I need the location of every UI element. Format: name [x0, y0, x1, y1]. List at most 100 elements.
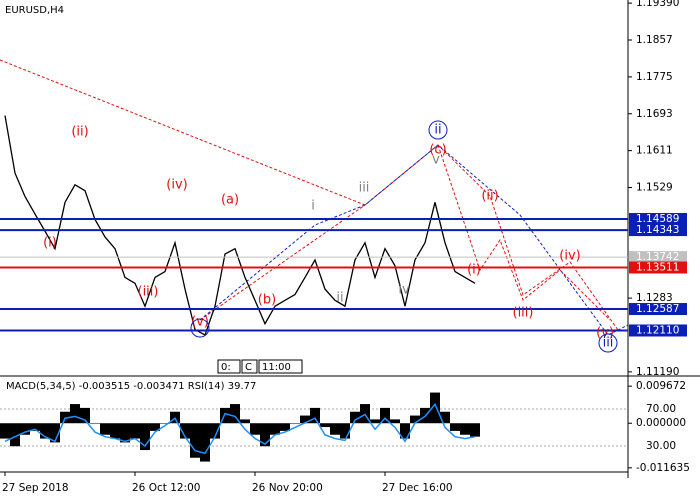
wave-label: (iv)	[559, 249, 580, 264]
macd-bar	[150, 423, 160, 431]
macd-bar	[50, 423, 60, 443]
x-tick-label: 27 Dec 16:00	[382, 482, 453, 494]
macd-bar	[360, 404, 370, 424]
wave-label: ii	[434, 123, 441, 138]
macd-bar	[330, 423, 340, 435]
level-label-box	[629, 324, 687, 337]
wave-circle	[428, 120, 448, 140]
toolbar-box	[241, 359, 258, 374]
wave-label: (c)	[429, 143, 446, 158]
y-tick-label: 1.1611	[636, 145, 673, 157]
x-tick-label: 26 Nov 20:00	[252, 482, 323, 494]
wave-label: (i)	[43, 236, 57, 251]
macd-bar	[20, 423, 30, 435]
macd-bar	[430, 392, 440, 424]
macd-bar	[90, 423, 100, 424]
level-label: 1.13742	[636, 251, 679, 263]
y-tick-label: -0.011635	[636, 462, 690, 474]
macd-bar	[110, 423, 120, 439]
macd-bar	[70, 404, 80, 424]
level-label: 1.14589	[636, 213, 679, 225]
wave-lines	[0, 59, 629, 336]
wave-label: iii	[603, 336, 614, 351]
y-tick-label: 1.1283	[636, 292, 673, 304]
toolbar-text: 0:	[221, 362, 231, 373]
macd-bar	[190, 423, 200, 458]
macd-bar	[260, 423, 270, 447]
macd-bar	[280, 423, 290, 431]
toolbar-text: 11:00	[262, 362, 291, 373]
macd-bar	[390, 419, 400, 424]
macd-bar	[220, 407, 230, 424]
level-label-box	[629, 261, 687, 274]
wave-label: (ii)	[71, 125, 88, 140]
level-label: 1.12110	[636, 324, 679, 336]
macd-bar	[210, 423, 220, 439]
y-tick-label: 0.000000	[636, 417, 686, 429]
wave-label: (iii)	[513, 306, 534, 321]
macd-bar	[300, 415, 310, 424]
wave-label: iii	[359, 181, 370, 196]
macd-bar	[180, 423, 190, 439]
price-line	[4, 115, 476, 336]
trend-line	[0, 59, 366, 206]
y-tick-label: 1.1775	[636, 71, 673, 83]
toolbar-box	[217, 359, 241, 374]
macd-bar	[250, 423, 260, 435]
toolbar: 0: C 11:00	[217, 359, 303, 374]
wave-label: (a)	[221, 193, 239, 208]
macd-bar	[10, 423, 20, 447]
macd-bar	[370, 419, 380, 424]
macd-bar	[160, 423, 170, 424]
y-tick-label: 0.009672	[636, 380, 686, 392]
x-tick-label: 27 Sep 2018	[2, 482, 69, 494]
level-label-box	[629, 224, 687, 237]
macd-bar	[440, 411, 450, 424]
macd-bar	[470, 423, 480, 437]
macd-bar	[450, 423, 460, 431]
rsi-line	[4, 402, 476, 455]
wave-label: (ii)	[481, 189, 498, 204]
level-label: 1.12587	[636, 303, 679, 315]
wave-path	[437, 144, 611, 321]
wave-label: (i)	[467, 263, 481, 278]
macd-bar	[350, 411, 360, 424]
y2-tick-label: 30.00	[646, 440, 676, 452]
macd-bar	[290, 423, 300, 424]
wave-label: v	[432, 153, 440, 168]
macd-bar	[320, 423, 330, 428]
y-tick-label: 1.1857	[636, 34, 673, 46]
macd-bar	[0, 423, 10, 439]
macd-bar	[240, 419, 250, 424]
y-tick-label: 1.11190	[636, 366, 679, 378]
wave-label: (b)	[258, 293, 276, 308]
wave-path	[199, 144, 619, 331]
level-label-box	[629, 213, 687, 226]
macd-bar	[310, 407, 320, 424]
macd-bar	[400, 423, 410, 439]
wave-label: (v)	[596, 326, 614, 341]
symbol-title: EURUSD,H4	[5, 5, 64, 16]
x-tick-label: 26 Oct 12:00	[132, 482, 200, 494]
y-tick-label: 1.1529	[636, 182, 673, 194]
macd-bar	[270, 423, 280, 435]
macd-bar	[200, 423, 210, 462]
macd-bar	[30, 423, 40, 431]
macd-bar	[80, 407, 90, 424]
indicator-title: MACD(5,34,5) -0.003515 -0.003471 RSI(14)…	[6, 381, 256, 392]
wave-circle	[598, 333, 618, 353]
wave-label: (iv)	[166, 178, 187, 193]
macd-bar	[100, 423, 110, 435]
toolbar-box	[258, 359, 303, 374]
macd-bar	[340, 423, 350, 439]
level-label-box	[629, 251, 687, 264]
y2-tick-label: 70.00	[646, 403, 676, 415]
level-label: 1.13511	[636, 261, 679, 273]
level-label: 1.14343	[636, 224, 679, 236]
macd-bar	[460, 423, 470, 435]
macd-bar	[130, 423, 140, 439]
wave-label: iv	[398, 283, 410, 298]
toolbar-text: C	[245, 362, 252, 373]
wave-label: ii	[336, 291, 343, 306]
